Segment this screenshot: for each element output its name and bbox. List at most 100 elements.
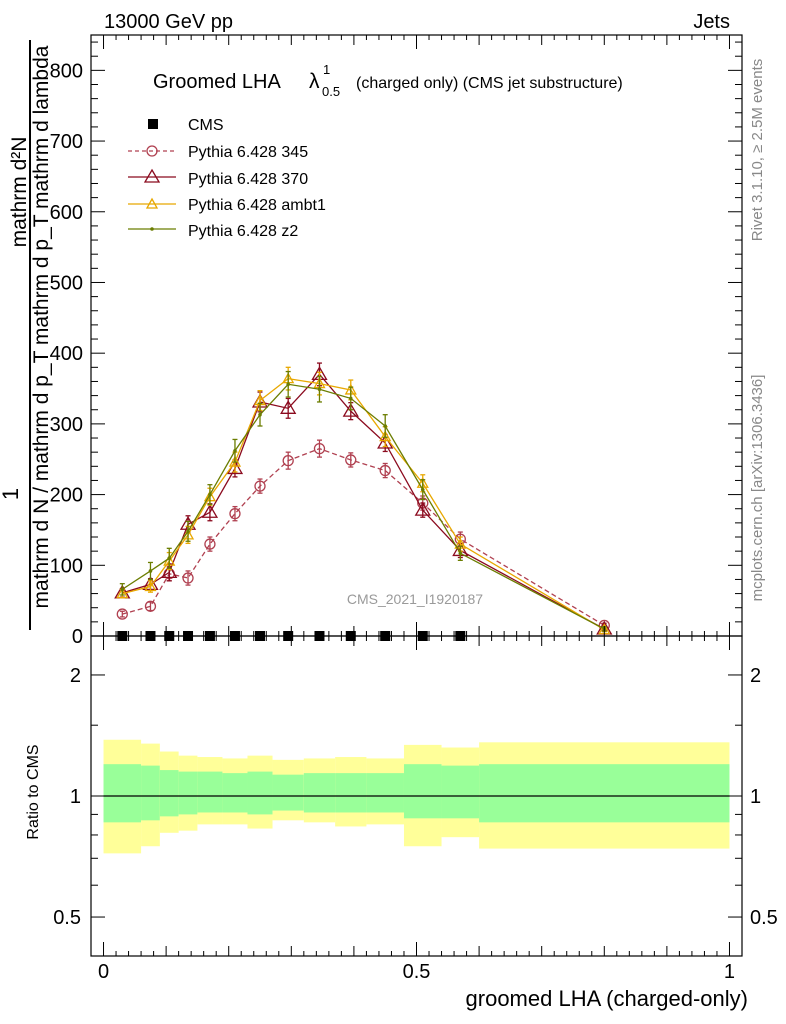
ratio-inner-band-bin [272, 774, 304, 811]
series-line-pythia-6-428-z2 [121, 383, 605, 630]
legend: CMS Pythia 6.428 345 Pythia 6.428 370 Py… [128, 117, 326, 240]
ratio-y-tick-label-left: 1 [70, 786, 81, 808]
series-line-pythia-6-428-370 [122, 373, 605, 630]
main-ylabel: 1 mathrm d²N mathrm d N / mathrm d p_T m… [0, 40, 53, 630]
axes: 0 100 200 300 400 500 600 700 800 0 0.5 1 0.5 0.5 1 1 2 2 [50, 34, 778, 983]
data-point-pythia-6-428-ambt1 [379, 430, 392, 442]
data-point-pythia-6-428-345 [345, 454, 357, 466]
title-superscript: 1 [323, 62, 330, 77]
series-line-pythia-6-428-ambt1 [122, 377, 605, 631]
data-point-pythia-6-428-ambt1 [116, 587, 129, 599]
data-point-pythia-6-428-z2 [120, 587, 125, 592]
main-y-tick-label: 400 [50, 343, 83, 365]
ratio-inner-band-bin [159, 770, 179, 817]
legend-label-pythia-z2: Pythia 6.428 z2 [188, 223, 298, 240]
data-point-pythia-6-428-z2 [317, 387, 322, 392]
ratio-y-tick-label-right: 1 [750, 786, 761, 808]
legend-marker-pythia-ambt1 [145, 197, 159, 209]
ratio-inner-band-bin [141, 765, 160, 821]
rivet-version-label: Rivet 3.1.10, ≥ 2.5M events [749, 59, 766, 242]
ylabel-one: 1 [0, 488, 23, 500]
data-point-pythia-6-428-345 [229, 508, 241, 520]
ratio-inner-band-bin [222, 773, 248, 813]
data-point-pythia-6-428-370 [161, 564, 178, 579]
category-label: Jets [693, 11, 730, 33]
data-point-pythia-6-428-370 [342, 402, 359, 417]
data-point-pythia-6-428-z2 [286, 382, 290, 387]
ratio-ylabel: Ratio to CMS [25, 744, 42, 839]
title-symbol: λ [309, 70, 320, 93]
ratio-y-tick-label-left: 0.5 [53, 907, 81, 929]
ratio-bands [103, 739, 730, 854]
data-point-pythia-6-428-z2 [383, 424, 388, 428]
legend-label-pythia-ambt1: Pythia 6.428 ambt1 [188, 197, 326, 214]
ratio-inner-band-bin [403, 764, 442, 819]
main-y-tick-label: 300 [50, 414, 83, 436]
x-tick-label: 1 [724, 961, 735, 983]
ratio-y-tick-label-right: 2 [750, 665, 761, 687]
data-point-pythia-6-428-z2 [420, 487, 425, 492]
data-point-pythia-6-428-z2 [348, 396, 353, 401]
title-subscript: 0.5 [322, 84, 340, 99]
data-point-pythia-6-428-345 [282, 454, 294, 467]
ratio-y-tick-label-left: 2 [70, 665, 81, 687]
main-y-tick-label: 800 [50, 60, 83, 82]
main-y-tick-label: 700 [50, 131, 83, 153]
ratio-inner-band-bin [303, 773, 336, 813]
data-point-pythia-6-428-345 [379, 464, 391, 477]
analysis-watermark: CMS_2021_I1920187 [347, 591, 483, 607]
x-tick-label: 0.5 [403, 961, 431, 983]
ratio-inner-band-bin [335, 773, 367, 813]
series-pythia-6-428-z2 [119, 370, 607, 632]
legend-marker-pythia-z2 [150, 227, 154, 231]
ratio-inner-band-bin [178, 771, 198, 815]
mcplots-label: mcplots.cern.ch [arXiv:1306.3436] [749, 375, 766, 602]
legend-entry-pythia-370: Pythia 6.428 370 [128, 168, 308, 188]
data-point-pythia-6-428-345 [144, 600, 157, 612]
data-point-pythia-6-428-z2 [186, 529, 190, 534]
ratio-inner-band-bin [197, 771, 223, 813]
data-point-pythia-6-428-370 [414, 501, 431, 516]
data-point-pythia-6-428-345 [313, 442, 326, 455]
legend-marker-cms [148, 119, 158, 129]
data-point-pythia-6-428-345 [182, 572, 194, 584]
legend-entry-cms: CMS [148, 117, 224, 134]
ylabel-denominator: mathrm d N / mathrm d p_T mathrm d p_T m… [30, 45, 53, 608]
legend-label-pythia-345: Pythia 6.428 345 [188, 144, 308, 161]
data-point-pythia-6-428-370 [280, 400, 297, 414]
data-point-pythia-6-428-370 [201, 503, 219, 518]
main-y-tick-label: 600 [50, 202, 83, 224]
ratio-inner-band-bin [479, 764, 730, 823]
data-point-pythia-6-428-345 [116, 608, 128, 620]
main-y-tick-label: 0 [72, 626, 83, 648]
data-point-pythia-6-428-z2 [208, 492, 212, 497]
ratio-inner-band-bin [441, 765, 480, 819]
main-y-tick-label: 200 [50, 485, 83, 507]
main-y-tick-label: 500 [50, 272, 83, 294]
title-main: Groomed LHA [153, 71, 281, 93]
ratio-y-tick-label-right: 0.5 [750, 907, 778, 929]
main-y-tick-label: 100 [50, 555, 83, 577]
legend-label-pythia-370: Pythia 6.428 370 [188, 171, 308, 188]
legend-marker-pythia-370 [143, 168, 161, 183]
x-tick-label: 0 [98, 961, 109, 983]
legend-entry-pythia-z2: Pythia 6.428 z2 [128, 223, 298, 240]
legend-label-cms: CMS [188, 117, 224, 134]
data-point-pythia-6-428-z2 [233, 448, 237, 453]
title-suffix: (charged only) (CMS jet substructure) [356, 75, 623, 92]
ratio-inner-band-bin [103, 764, 142, 823]
data-point-pythia-6-428-345 [254, 480, 266, 492]
legend-marker-pythia-345 [146, 145, 158, 157]
plot-title: Groomed LHA λ 1 0.5 (charged only) (CMS … [153, 62, 623, 99]
data-point-pythia-6-428-ambt1 [144, 580, 157, 592]
data-point-pythia-6-428-345 [204, 538, 216, 550]
beam-label: 13000 GeV pp [104, 11, 233, 33]
legend-entry-pythia-345: Pythia 6.428 345 [128, 144, 308, 161]
legend-entry-pythia-ambt1: Pythia 6.428 ambt1 [128, 197, 326, 214]
data-point-pythia-6-428-z2 [167, 556, 172, 561]
data-point-pythia-6-428-z2 [258, 412, 262, 417]
data-point-pythia-6-428-z2 [148, 569, 153, 573]
ratio-inner-band-bin [247, 771, 273, 815]
ylabel-numerator: mathrm d²N [8, 137, 31, 248]
